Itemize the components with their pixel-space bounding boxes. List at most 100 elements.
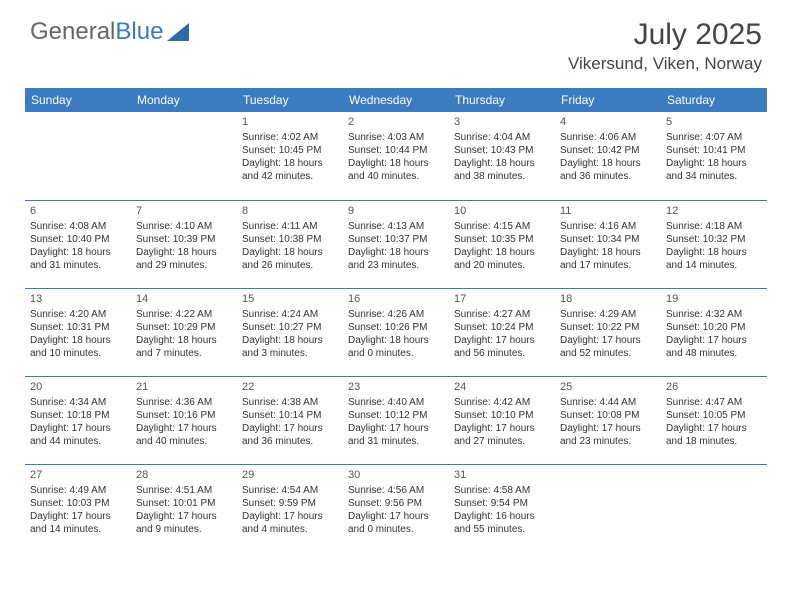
- sunset-line: Sunset: 10:39 PM: [136, 233, 232, 246]
- sunset-line: Sunset: 10:32 PM: [666, 233, 762, 246]
- day-number: 27: [30, 468, 126, 482]
- day-number: 24: [454, 380, 550, 394]
- daylight-line: Daylight: 17 hours and 56 minutes.: [454, 334, 550, 360]
- sunrise-line: Sunrise: 4:03 AM: [348, 131, 444, 144]
- day-number: 10: [454, 204, 550, 218]
- sunset-line: Sunset: 10:38 PM: [242, 233, 338, 246]
- sunset-line: Sunset: 10:43 PM: [454, 144, 550, 157]
- calendar-cell: 29Sunrise: 4:54 AMSunset: 9:59 PMDayligh…: [237, 464, 343, 552]
- calendar-cell: 20Sunrise: 4:34 AMSunset: 10:18 PMDaylig…: [25, 376, 131, 464]
- sunset-line: Sunset: 10:08 PM: [560, 409, 656, 422]
- calendar-cell: 24Sunrise: 4:42 AMSunset: 10:10 PMDaylig…: [449, 376, 555, 464]
- day-number: 15: [242, 292, 338, 306]
- sunrise-line: Sunrise: 4:24 AM: [242, 308, 338, 321]
- sunrise-line: Sunrise: 4:34 AM: [30, 396, 126, 409]
- sunset-line: Sunset: 10:42 PM: [560, 144, 656, 157]
- calendar-cell: 8Sunrise: 4:11 AMSunset: 10:38 PMDayligh…: [237, 200, 343, 288]
- daylight-line: Daylight: 17 hours and 40 minutes.: [136, 422, 232, 448]
- calendar-cell: 30Sunrise: 4:56 AMSunset: 9:56 PMDayligh…: [343, 464, 449, 552]
- day-number: 26: [666, 380, 762, 394]
- calendar-cell: 12Sunrise: 4:18 AMSunset: 10:32 PMDaylig…: [661, 200, 767, 288]
- calendar-cell: 28 Sunrise: 4:51 AMSunset: 10:01 PMDaylig…: [131, 464, 237, 552]
- sunset-line: Sunset: 10:35 PM: [454, 233, 550, 246]
- sunset-line: Sunset: 10:01 PM: [136, 497, 232, 510]
- daylight-line: Daylight: 18 hours and 14 minutes.: [666, 246, 762, 272]
- sunrise-line: Sunrise: 4:51 AM: [136, 484, 232, 497]
- day-header: Monday: [131, 88, 237, 112]
- daylight-line: Daylight: 17 hours and 52 minutes.: [560, 334, 656, 360]
- daylight-line: Daylight: 17 hours and 4 minutes.: [242, 510, 338, 536]
- day-header: Saturday: [661, 88, 767, 112]
- daylight-line: Daylight: 18 hours and 31 minutes.: [30, 246, 126, 272]
- calendar-cell: 27Sunrise: 4:49 AMSunset: 10:03 PMDaylig…: [25, 464, 131, 552]
- sunset-line: Sunset: 10:29 PM: [136, 321, 232, 334]
- sunrise-line: Sunrise: 4:49 AM: [30, 484, 126, 497]
- calendar-table: SundayMondayTuesdayWednesdayThursdayFrid…: [25, 88, 767, 552]
- day-number: 20: [30, 380, 126, 394]
- sunrise-line: Sunrise: 4:29 AM: [560, 308, 656, 321]
- sunset-line: Sunset: 10:16 PM: [136, 409, 232, 422]
- day-number: 16: [348, 292, 444, 306]
- calendar-cell: 7Sunrise: 4:10 AMSunset: 10:39 PMDayligh…: [131, 200, 237, 288]
- daylight-line: Daylight: 18 hours and 3 minutes.: [242, 334, 338, 360]
- calendar-cell: 22Sunrise: 4:38 AMSunset: 10:14 PMDaylig…: [237, 376, 343, 464]
- day-number: 23: [348, 380, 444, 394]
- calendar-cell: 13Sunrise: 4:20 AMSunset: 10:31 PMDaylig…: [25, 288, 131, 376]
- day-number: 28: [136, 468, 232, 482]
- sunset-line: Sunset: 10:22 PM: [560, 321, 656, 334]
- day-number: 7: [136, 204, 232, 218]
- sunrise-line: Sunrise: 4:54 AM: [242, 484, 338, 497]
- sunset-line: Sunset: 10:26 PM: [348, 321, 444, 334]
- calendar-cell: 21Sunrise: 4:36 AMSunset: 10:16 PMDaylig…: [131, 376, 237, 464]
- daylight-line: Daylight: 18 hours and 26 minutes.: [242, 246, 338, 272]
- daylight-line: Daylight: 18 hours and 34 minutes.: [666, 157, 762, 183]
- calendar-cell: 26Sunrise: 4:47 AMSunset: 10:05 PMDaylig…: [661, 376, 767, 464]
- calendar-cell: 4Sunrise: 4:06 AMSunset: 10:42 PMDayligh…: [555, 112, 661, 200]
- calendar-week: 6Sunrise: 4:08 AMSunset: 10:40 PMDayligh…: [25, 200, 767, 288]
- day-number: 19: [666, 292, 762, 306]
- sunrise-line: Sunrise: 4:08 AM: [30, 220, 126, 233]
- calendar-cell: 15 Sunrise: 4:24 AMSunset: 10:27 PMDaylig…: [237, 288, 343, 376]
- calendar-week: 13Sunrise: 4:20 AMSunset: 10:31 PMDaylig…: [25, 288, 767, 376]
- calendar-cell: 17Sunrise: 4:27 AMSunset: 10:24 PMDaylig…: [449, 288, 555, 376]
- daylight-line: Daylight: 17 hours and 14 minutes.: [30, 510, 126, 536]
- calendar-cell: 5Sunrise: 4:07 AMSunset: 10:41 PMDayligh…: [661, 112, 767, 200]
- day-number: 4: [560, 115, 656, 129]
- daylight-line: Daylight: 17 hours and 0 minutes.: [348, 510, 444, 536]
- calendar-cell: 2Sunrise: 4:03 AMSunset: 10:44 PMDayligh…: [343, 112, 449, 200]
- sunset-line: Sunset: 10:10 PM: [454, 409, 550, 422]
- day-number: 11: [560, 204, 656, 218]
- day-number: 21: [136, 380, 232, 394]
- sunrise-line: Sunrise: 4:16 AM: [560, 220, 656, 233]
- calendar-week: 27Sunrise: 4:49 AMSunset: 10:03 PMDaylig…: [25, 464, 767, 552]
- daylight-line: Daylight: 17 hours and 48 minutes.: [666, 334, 762, 360]
- daylight-line: Daylight: 16 hours and 55 minutes.: [454, 510, 550, 536]
- day-number: 9: [348, 204, 444, 218]
- daylight-line: Daylight: 17 hours and 23 minutes.: [560, 422, 656, 448]
- day-number: 31: [454, 468, 550, 482]
- calendar-cell: 9Sunrise: 4:13 AMSunset: 10:37 PMDayligh…: [343, 200, 449, 288]
- day-number: 2: [348, 115, 444, 129]
- sunrise-line: Sunrise: 4:18 AM: [666, 220, 762, 233]
- day-number: 1: [242, 115, 338, 129]
- calendar-cell: 3Sunrise: 4:04 AMSunset: 10:43 PMDayligh…: [449, 112, 555, 200]
- calendar-cell: 31Sunrise: 4:58 AMSunset: 9:54 PMDayligh…: [449, 464, 555, 552]
- daylight-line: Daylight: 18 hours and 17 minutes.: [560, 246, 656, 272]
- calendar-cell: 10Sunrise: 4:15 AMSunset: 10:35 PMDaylig…: [449, 200, 555, 288]
- calendar-cell: [25, 112, 131, 200]
- daylight-line: Daylight: 17 hours and 9 minutes.: [136, 510, 232, 536]
- calendar-week: 1Sunrise: 4:02 AMSunset: 10:45 PMDayligh…: [25, 112, 767, 200]
- day-number: 30: [348, 468, 444, 482]
- sunrise-line: Sunrise: 4:22 AM: [136, 308, 232, 321]
- calendar-cell: 18 Sunrise: 4:29 AMSunset: 10:22 PMDaylig…: [555, 288, 661, 376]
- daylight-line: Daylight: 17 hours and 18 minutes.: [666, 422, 762, 448]
- sunset-line: Sunset: 10:27 PM: [242, 321, 338, 334]
- day-number: 18: [560, 292, 656, 306]
- sunset-line: Sunset: 9:56 PM: [348, 497, 444, 510]
- calendar-cell: 11Sunrise: 4:16 AMSunset: 10:34 PMDaylig…: [555, 200, 661, 288]
- sunrise-line: Sunrise: 4:38 AM: [242, 396, 338, 409]
- logo-triangle-icon: [167, 23, 189, 41]
- location: Vikersund, Viken, Norway: [568, 54, 762, 74]
- calendar-cell: 1Sunrise: 4:02 AMSunset: 10:45 PMDayligh…: [237, 112, 343, 200]
- daylight-line: Daylight: 18 hours and 7 minutes.: [136, 334, 232, 360]
